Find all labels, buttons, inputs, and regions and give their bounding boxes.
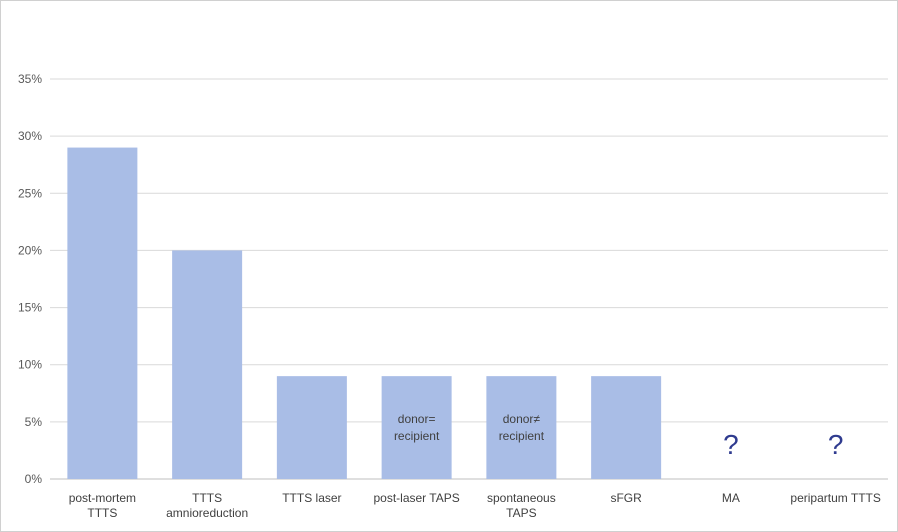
x-tick-label: TTTS [192, 491, 222, 505]
bar [591, 376, 662, 479]
x-tick-label: peripartum TTTS [790, 491, 880, 505]
y-tick-label: 10% [18, 358, 42, 372]
bar-annotation: recipient [394, 429, 440, 443]
bar [381, 376, 452, 479]
y-tick-label: 15% [18, 301, 42, 315]
y-tick-label: 30% [18, 129, 42, 143]
x-tick-label: MA [722, 491, 740, 505]
bar-annotation: recipient [499, 429, 545, 443]
bar-annotation: donor= [398, 412, 436, 426]
bar [276, 376, 347, 479]
bar [172, 250, 243, 479]
unknown-value-marker: ? [723, 429, 739, 460]
unknown-value-marker: ? [828, 429, 844, 460]
y-tick-label: 5% [25, 415, 43, 429]
x-tick-label: amnioreduction [166, 506, 248, 520]
bar [67, 147, 138, 480]
y-tick-label: 20% [18, 243, 42, 257]
x-tick-label: spontaneous [487, 491, 556, 505]
x-tick-label: TTTS laser [282, 491, 341, 505]
bar-annotation: donor≠ [503, 412, 541, 426]
y-tick-label: 35% [18, 72, 42, 86]
y-tick-label: 25% [18, 186, 42, 200]
x-tick-label: sFGR [610, 491, 642, 505]
x-tick-label: post-laser TAPS [373, 491, 459, 505]
bar [486, 376, 557, 479]
x-tick-label: post-mortem [69, 491, 136, 505]
x-tick-label: TAPS [506, 506, 536, 520]
y-tick-label: 0% [25, 472, 43, 486]
x-tick-label: TTTS [87, 506, 117, 520]
